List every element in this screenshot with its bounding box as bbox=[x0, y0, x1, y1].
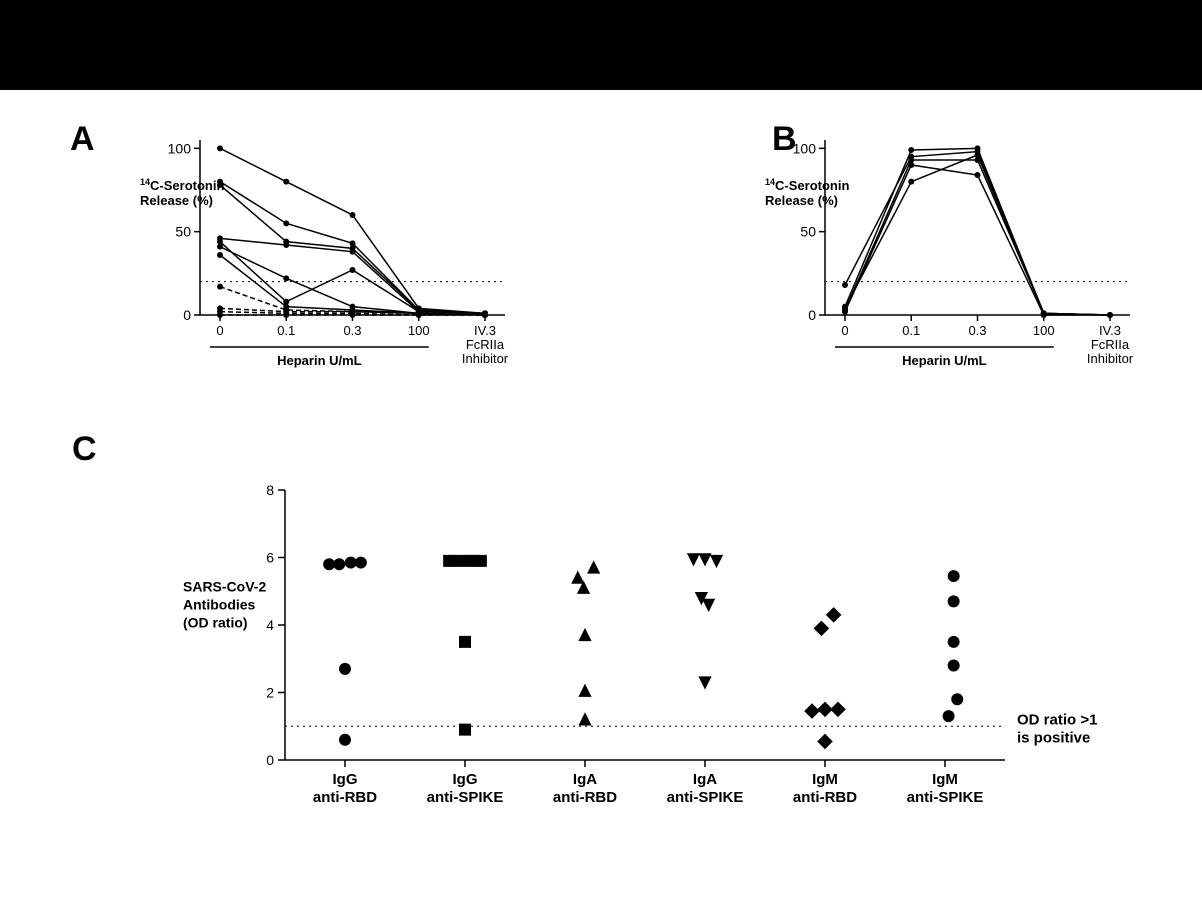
svg-text:0.1: 0.1 bbox=[277, 323, 295, 338]
svg-text:50: 50 bbox=[800, 224, 816, 240]
svg-text:Release (%): Release (%) bbox=[765, 193, 838, 208]
svg-text:100: 100 bbox=[793, 140, 817, 156]
svg-text:anti-SPIKE: anti-SPIKE bbox=[427, 789, 504, 806]
svg-text:IgA: IgA bbox=[573, 771, 597, 788]
svg-text:50: 50 bbox=[175, 224, 191, 240]
svg-text:IgG: IgG bbox=[333, 771, 358, 788]
svg-text:Release (%): Release (%) bbox=[140, 193, 213, 208]
svg-text:2: 2 bbox=[266, 685, 274, 701]
svg-text:Heparin U/mL: Heparin U/mL bbox=[277, 353, 362, 368]
svg-text:IV.3: IV.3 bbox=[474, 323, 496, 338]
svg-text:0.1: 0.1 bbox=[902, 323, 920, 338]
svg-text:IV.3: IV.3 bbox=[1099, 323, 1121, 338]
svg-text:IgA: IgA bbox=[693, 771, 717, 788]
panel-label-c: C bbox=[72, 430, 97, 469]
svg-text:0: 0 bbox=[841, 323, 848, 338]
svg-text:IgM: IgM bbox=[932, 771, 958, 788]
svg-text:0: 0 bbox=[808, 307, 816, 323]
svg-text:8: 8 bbox=[266, 482, 274, 498]
svg-text:anti-RBD: anti-RBD bbox=[313, 789, 377, 806]
svg-text:0: 0 bbox=[216, 323, 223, 338]
svg-text:IgG: IgG bbox=[453, 771, 478, 788]
svg-text:SARS-CoV-2: SARS-CoV-2 bbox=[183, 578, 266, 594]
svg-text:(OD ratio): (OD ratio) bbox=[183, 614, 248, 630]
svg-text:IgM: IgM bbox=[812, 771, 838, 788]
svg-text:Heparin U/mL: Heparin U/mL bbox=[902, 353, 987, 368]
svg-text:anti-RBD: anti-RBD bbox=[793, 789, 857, 806]
svg-text:4: 4 bbox=[266, 617, 274, 633]
svg-text:14C-Serotonin: 14C-Serotonin bbox=[140, 177, 224, 193]
svg-text:0: 0 bbox=[183, 307, 191, 323]
svg-text:FcRIIa: FcRIIa bbox=[1091, 337, 1130, 352]
svg-text:Inhibitor: Inhibitor bbox=[462, 351, 509, 366]
svg-text:0.3: 0.3 bbox=[343, 323, 361, 338]
svg-text:OD ratio >1: OD ratio >1 bbox=[1017, 711, 1097, 728]
panel-label-a: A bbox=[70, 120, 95, 159]
svg-text:100: 100 bbox=[1033, 323, 1055, 338]
svg-text:0: 0 bbox=[266, 752, 274, 768]
svg-text:is positive: is positive bbox=[1017, 729, 1090, 746]
svg-text:FcRIIa: FcRIIa bbox=[466, 337, 505, 352]
figure-page: A B C 05010014C-SerotoninRelease (%)00.1… bbox=[0, 0, 1202, 908]
header-black-bar bbox=[0, 0, 1202, 90]
svg-text:anti-SPIKE: anti-SPIKE bbox=[907, 789, 984, 806]
svg-text:100: 100 bbox=[408, 323, 430, 338]
svg-text:14C-Serotonin: 14C-Serotonin bbox=[765, 177, 849, 193]
svg-text:100: 100 bbox=[168, 140, 192, 156]
svg-text:Inhibitor: Inhibitor bbox=[1087, 351, 1134, 366]
svg-text:0.3: 0.3 bbox=[968, 323, 986, 338]
svg-text:Antibodies: Antibodies bbox=[183, 596, 256, 612]
svg-text:anti-SPIKE: anti-SPIKE bbox=[667, 789, 744, 806]
chart-c: 0 2 4 6 8 SARS-CoV-2 Antibodies (OD ratio) OD ra… bbox=[175, 480, 1135, 840]
svg-text:6: 6 bbox=[266, 550, 274, 566]
svg-text:anti-RBD: anti-RBD bbox=[553, 789, 617, 806]
chart-a: 0 50 100 14C-SerotoninRelease (%) 0 0.1 0.3 100… bbox=[125, 130, 535, 390]
chart-b: 0 50 100 14C-SerotoninRelease (%) 0 0.1 0.3 100… bbox=[750, 130, 1160, 390]
